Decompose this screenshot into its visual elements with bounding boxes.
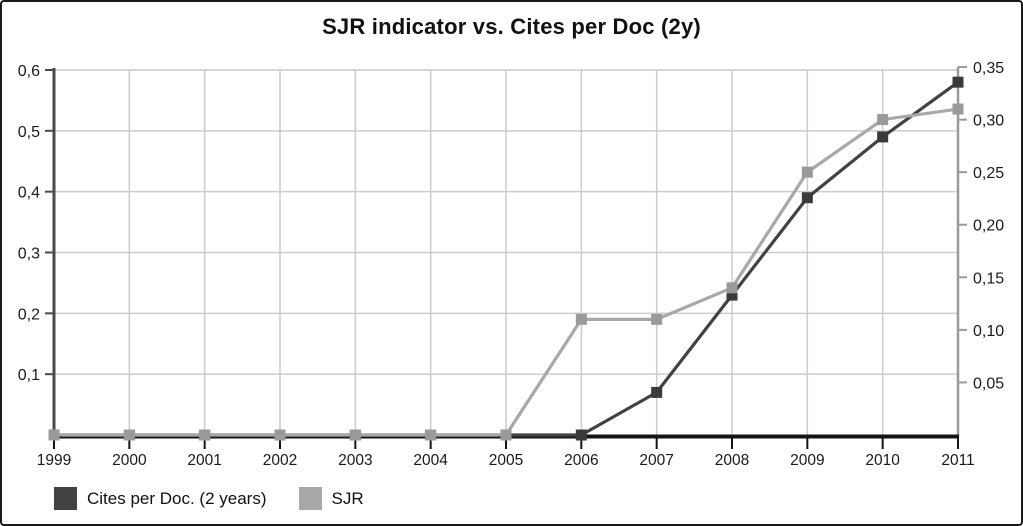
legend-swatch-cites-per-doc	[54, 487, 77, 510]
series-sjr-marker	[425, 429, 437, 441]
series-cites-per-doc-2-years-marker	[952, 76, 964, 88]
right-axis-label: 0,20	[973, 218, 1004, 235]
legend-item-cites-per-doc: Cites per Doc. (2 years)	[54, 487, 267, 510]
right-axis-label: 0,15	[973, 270, 1004, 287]
series-sjr-marker	[877, 114, 889, 126]
series-cites-per-doc-2-years-marker	[877, 131, 889, 143]
x-axis-year-label: 2001	[187, 452, 221, 469]
series-sjr-marker	[801, 166, 813, 178]
legend: Cites per Doc. (2 years) SJR	[54, 487, 364, 510]
right-axis-label: 0,25	[973, 165, 1004, 182]
series-cites-per-doc-2-years-marker	[801, 192, 813, 204]
series-sjr-marker	[349, 429, 361, 441]
x-axis-year-label: 2006	[564, 452, 598, 469]
series-cites-per-doc-2-years-marker	[726, 289, 738, 301]
right-axis-label: 0,30	[973, 113, 1004, 130]
x-axis-year-label: 2007	[639, 452, 673, 469]
series-sjr-marker	[199, 429, 211, 441]
x-axis-year-label: 1999	[37, 452, 71, 469]
x-axis-year-label: 2010	[865, 452, 900, 469]
x-axis-year-label: 2009	[790, 452, 824, 469]
axis-labels: 0,1 0,2 0,3 0,4 0,5 0,6 0,05 0,10 0,15 0,20 0,25 0,…	[18, 60, 1004, 469]
x-axis-year-label: 2002	[263, 452, 297, 469]
series-sjr-marker	[952, 103, 964, 115]
left-axis-label: 0,1	[18, 367, 40, 384]
x-axis-year-label: 2008	[715, 452, 749, 469]
series-sjr-marker	[274, 429, 286, 441]
series-cites-per-doc-2-years-marker	[575, 429, 587, 441]
left-axis-label: 0,6	[18, 63, 40, 80]
x-axis-year-label: 2000	[112, 452, 147, 469]
legend-label-cites-per-doc: Cites per Doc. (2 years)	[87, 488, 267, 508]
x-axis-year-label: 2005	[489, 452, 523, 469]
right-axis-label: 0,35	[973, 60, 1004, 77]
chart-title: SJR indicator vs. Cites per Doc (2y)	[322, 14, 701, 39]
legend-swatch-sjr	[298, 487, 322, 510]
left-axis-label: 0,3	[18, 246, 40, 263]
x-axis-year-label: 2011	[941, 452, 974, 469]
x-axis-year-label: 2003	[338, 452, 372, 469]
series-sjr-marker	[48, 429, 60, 441]
gridlines	[54, 69, 958, 435]
series-sjr-marker	[575, 313, 587, 325]
series-sjr-marker	[123, 429, 135, 441]
series-sjr-marker	[500, 429, 512, 441]
left-axis-label: 0,4	[18, 185, 40, 202]
right-axis-label: 0,10	[973, 323, 1004, 340]
x-axis-year-label: 2004	[413, 452, 448, 469]
series-cites-per-doc-2-years-marker	[651, 386, 663, 398]
series-sjr-marker	[726, 282, 738, 294]
left-axis-label: 0,2	[18, 306, 40, 323]
series-sjr	[48, 103, 964, 441]
right-axis-label: 0,05	[973, 375, 1004, 392]
right-axis	[956, 66, 967, 438]
legend-label-sjr: SJR	[331, 488, 364, 508]
left-axis	[45, 68, 56, 440]
left-axis-label: 0,5	[18, 124, 40, 141]
series-sjr-marker	[651, 313, 663, 325]
legend-item-sjr: SJR	[298, 487, 364, 510]
